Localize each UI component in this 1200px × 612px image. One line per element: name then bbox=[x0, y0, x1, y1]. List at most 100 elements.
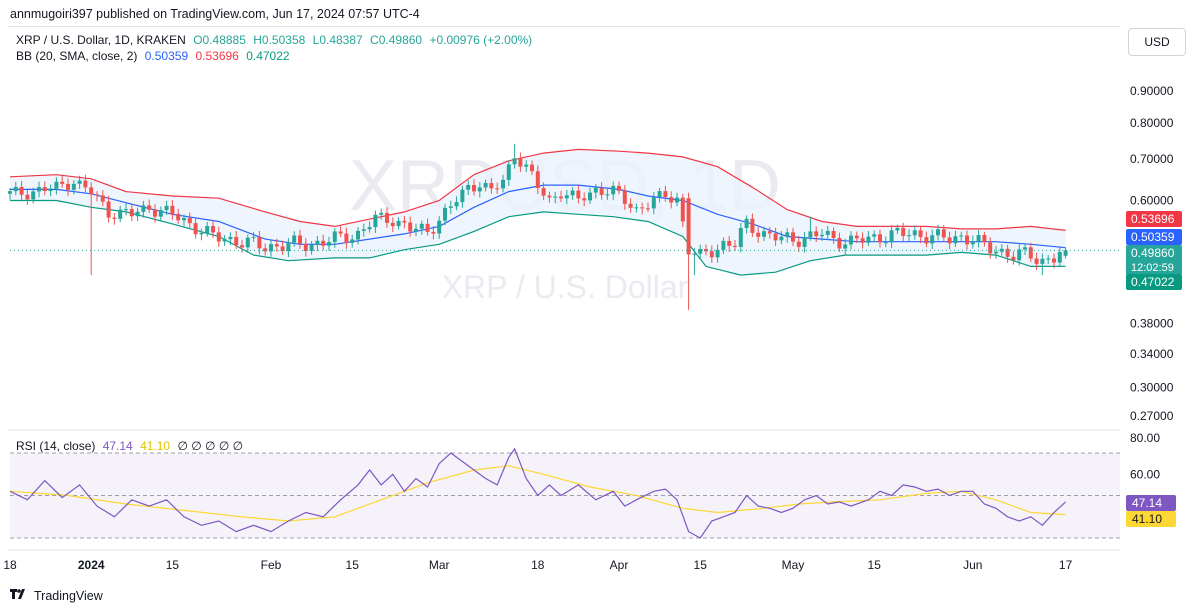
candle-body bbox=[141, 205, 146, 212]
low-value: L0.48387 bbox=[312, 33, 363, 47]
candle-body bbox=[216, 232, 221, 242]
candle-body bbox=[907, 235, 911, 237]
candle-body bbox=[698, 249, 703, 254]
candle-body bbox=[379, 212, 384, 215]
candle-body bbox=[750, 218, 755, 233]
rsi-label-rsi: 47.14 bbox=[1132, 496, 1162, 510]
currency-button[interactable]: USD bbox=[1128, 28, 1186, 56]
publisher-caption: annmugoiri397 published on TradingView.c… bbox=[10, 7, 420, 21]
candle-body bbox=[205, 226, 210, 233]
bb-lower-line bbox=[10, 199, 1066, 276]
candle-body bbox=[269, 244, 273, 252]
rsi-line bbox=[9, 447, 1067, 539]
chart-frame bbox=[8, 26, 1120, 575]
candle-body bbox=[472, 184, 476, 192]
candle-body bbox=[1034, 258, 1039, 264]
candle-body bbox=[112, 217, 117, 219]
candle-body bbox=[31, 191, 36, 200]
candle-body bbox=[419, 223, 424, 229]
candle-body bbox=[1005, 248, 1010, 257]
candle-body bbox=[495, 188, 500, 190]
candle-body bbox=[767, 231, 772, 234]
candle-body bbox=[756, 232, 761, 237]
candle-body bbox=[454, 202, 459, 207]
time-tick-label: 15 bbox=[166, 558, 180, 572]
rsi-pane: 80.00 60.00 47.14 41.10 bbox=[8, 429, 1176, 539]
candle-body bbox=[390, 222, 395, 227]
candle-body bbox=[628, 203, 633, 208]
candle-body bbox=[889, 230, 894, 243]
candle-body bbox=[408, 222, 413, 232]
candle-body bbox=[37, 187, 41, 192]
time-tick-label: 15 bbox=[346, 558, 360, 572]
candle-body bbox=[576, 190, 581, 199]
candle-body bbox=[599, 187, 604, 195]
bb-basis-line bbox=[10, 184, 1066, 249]
candle-body bbox=[466, 184, 471, 190]
price-label-bg bbox=[1126, 229, 1182, 245]
price-label-basis: 0.50359 bbox=[1131, 230, 1175, 244]
rsi-tick-label: 80.00 bbox=[1130, 431, 1160, 445]
candle-body bbox=[286, 242, 291, 252]
candle-body bbox=[257, 236, 262, 249]
candle-body bbox=[820, 234, 824, 237]
candle-body bbox=[727, 240, 732, 246]
candle-body bbox=[1028, 247, 1033, 259]
candle-body bbox=[837, 237, 842, 249]
candle-body bbox=[338, 231, 343, 234]
candle-body bbox=[733, 245, 737, 247]
candle-body bbox=[77, 180, 82, 184]
candle-body bbox=[240, 245, 244, 248]
candle-body bbox=[100, 195, 105, 202]
candle-body bbox=[8, 191, 12, 194]
candle-body bbox=[118, 209, 123, 219]
rsi-label-rsi_ma: 41.10 bbox=[1132, 512, 1162, 526]
candle-body bbox=[785, 232, 790, 237]
candle-body bbox=[611, 185, 616, 195]
rsi-legend: RSI (14, close) 47.14 41.10 ∅ ∅ ∅ ∅ ∅ bbox=[16, 439, 247, 453]
price-tick-label: 0.90000 bbox=[1130, 84, 1174, 98]
candle-body bbox=[95, 194, 99, 196]
candle-body bbox=[936, 229, 940, 236]
candle-body bbox=[477, 187, 482, 192]
rsi-label-bg bbox=[1126, 511, 1176, 527]
candle-body bbox=[675, 197, 679, 203]
candle-body bbox=[222, 239, 227, 242]
candle-body bbox=[640, 207, 645, 209]
candle-body bbox=[193, 223, 198, 235]
time-tick-label: Jun bbox=[963, 558, 982, 572]
candle-body bbox=[385, 212, 389, 223]
candle-body bbox=[1040, 258, 1045, 264]
candle-body bbox=[228, 236, 233, 240]
candle-body bbox=[1057, 251, 1062, 263]
candle-body bbox=[582, 198, 587, 201]
candle-body bbox=[187, 217, 192, 224]
candle-body bbox=[344, 233, 349, 243]
countdown-label: 12:02:59 bbox=[1131, 262, 1174, 274]
candle-body bbox=[332, 231, 337, 243]
rsi-tick-label: 60.00 bbox=[1130, 467, 1160, 481]
candle-body bbox=[251, 236, 256, 238]
price-label-bg bbox=[1126, 211, 1182, 227]
candle-body bbox=[309, 244, 314, 252]
candle-body bbox=[535, 171, 540, 189]
candle-body bbox=[738, 228, 743, 247]
candle-body bbox=[106, 201, 111, 218]
time-tick-label: 18 bbox=[531, 558, 545, 572]
high-value: H0.50358 bbox=[253, 33, 306, 47]
candle-body bbox=[367, 227, 372, 230]
price-tick-label: 0.34000 bbox=[1130, 347, 1174, 361]
symbol-legend: XRP / U.S. Dollar, 1D, KRAKEN O0.48885 H… bbox=[16, 33, 536, 47]
bb-lower-value: 0.47022 bbox=[246, 49, 290, 63]
time-tick-label: Mar bbox=[429, 558, 450, 572]
candle-body bbox=[744, 218, 749, 229]
candle-body bbox=[83, 180, 88, 188]
candle-body bbox=[982, 235, 987, 243]
bb-basis-value: 0.50359 bbox=[144, 49, 189, 63]
price-tick-label: 0.70000 bbox=[1130, 152, 1174, 166]
candle-body bbox=[849, 235, 853, 245]
candle-body bbox=[303, 243, 308, 252]
candle-body bbox=[54, 181, 59, 189]
price-tick-label: 0.27000 bbox=[1130, 409, 1174, 423]
